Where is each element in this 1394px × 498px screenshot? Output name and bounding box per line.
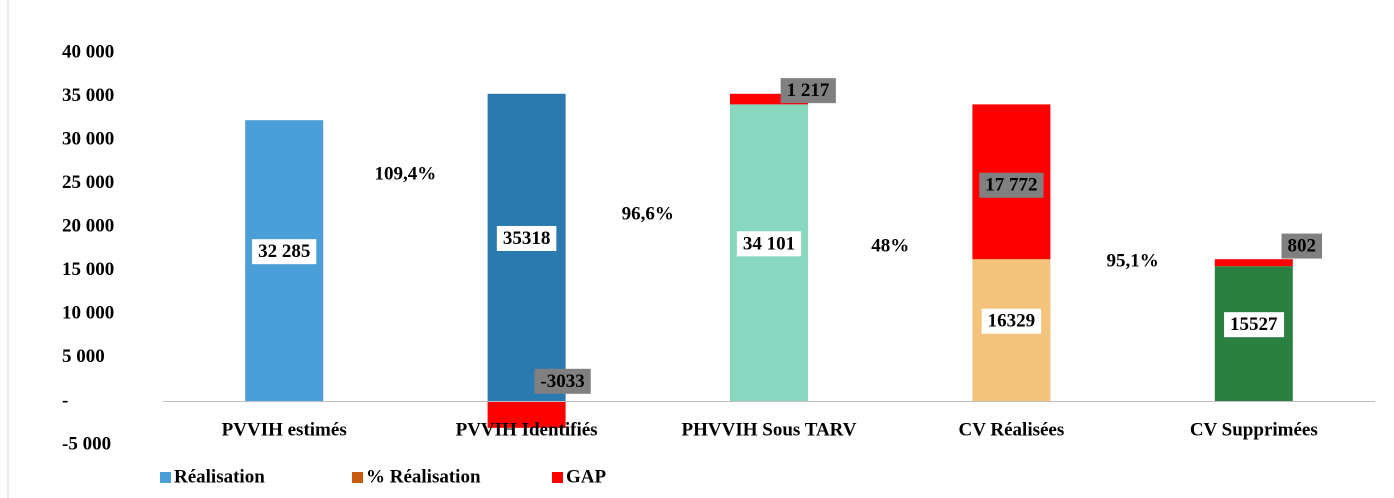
y-tick-label: -	[62, 390, 68, 411]
bar-value-label-box	[252, 239, 317, 265]
x-tick-label: PVVIH Identifiés	[456, 419, 598, 440]
bar-value-label: 34 101	[743, 233, 795, 254]
x-tick-label: PHVVIH Sous TARV	[682, 419, 857, 440]
y-tick-label: -5 000	[62, 433, 111, 454]
bar-value-label: 32 285	[258, 241, 310, 262]
percent-label: 95,1%	[1106, 250, 1158, 271]
gap-value-label-box	[534, 368, 591, 394]
bar-value-label-box	[736, 231, 802, 257]
y-tick-label: 25 000	[62, 172, 114, 193]
y-tick-label: 20 000	[62, 216, 114, 237]
gap-value-label-box	[979, 172, 1044, 198]
x-tick-label: CV Supprimées	[1190, 419, 1318, 440]
legend-swatch	[552, 472, 563, 483]
percent-label: 96,6%	[622, 203, 674, 224]
x-tick-label: CV Réalisées	[959, 419, 1065, 440]
bar-value-label: 15527	[1230, 314, 1278, 335]
gap-value-label: 802	[1288, 236, 1317, 257]
bar-value-label: 16329	[988, 311, 1036, 332]
gap-bar	[487, 401, 566, 428]
legend-swatch	[160, 472, 171, 483]
gap-value-label: 17 772	[985, 175, 1037, 196]
legend-label: % Réalisation	[366, 466, 481, 487]
y-tick-label: 30 000	[62, 128, 114, 149]
legend-label: GAP	[566, 466, 607, 487]
percent-label: 109,4%	[375, 163, 437, 184]
y-tick-label: 5 000	[62, 346, 105, 367]
y-tick-label: 10 000	[62, 303, 114, 324]
x-tick-label: PVVIH estimés	[222, 419, 347, 440]
gap-value-label: -3033	[540, 371, 584, 392]
gap-bar	[730, 93, 808, 105]
gap-value-label: 1 217	[787, 80, 830, 101]
gap-value-label-box	[1281, 233, 1323, 259]
legend-label: Réalisation	[174, 466, 265, 487]
percent-label: 48%	[871, 235, 909, 256]
gap-value-label-box	[780, 78, 836, 104]
bar-value-label-box	[1224, 312, 1285, 338]
y-tick-label: 40 000	[62, 41, 114, 62]
y-tick-label: 15 000	[62, 259, 114, 280]
legend-swatch	[352, 472, 363, 483]
bar-value-label-box	[981, 308, 1042, 334]
gap-bar	[1214, 259, 1293, 267]
bar-value-label-box	[496, 225, 557, 251]
y-tick-label: 35 000	[62, 85, 114, 106]
bar-value-label: 35318	[503, 228, 551, 249]
